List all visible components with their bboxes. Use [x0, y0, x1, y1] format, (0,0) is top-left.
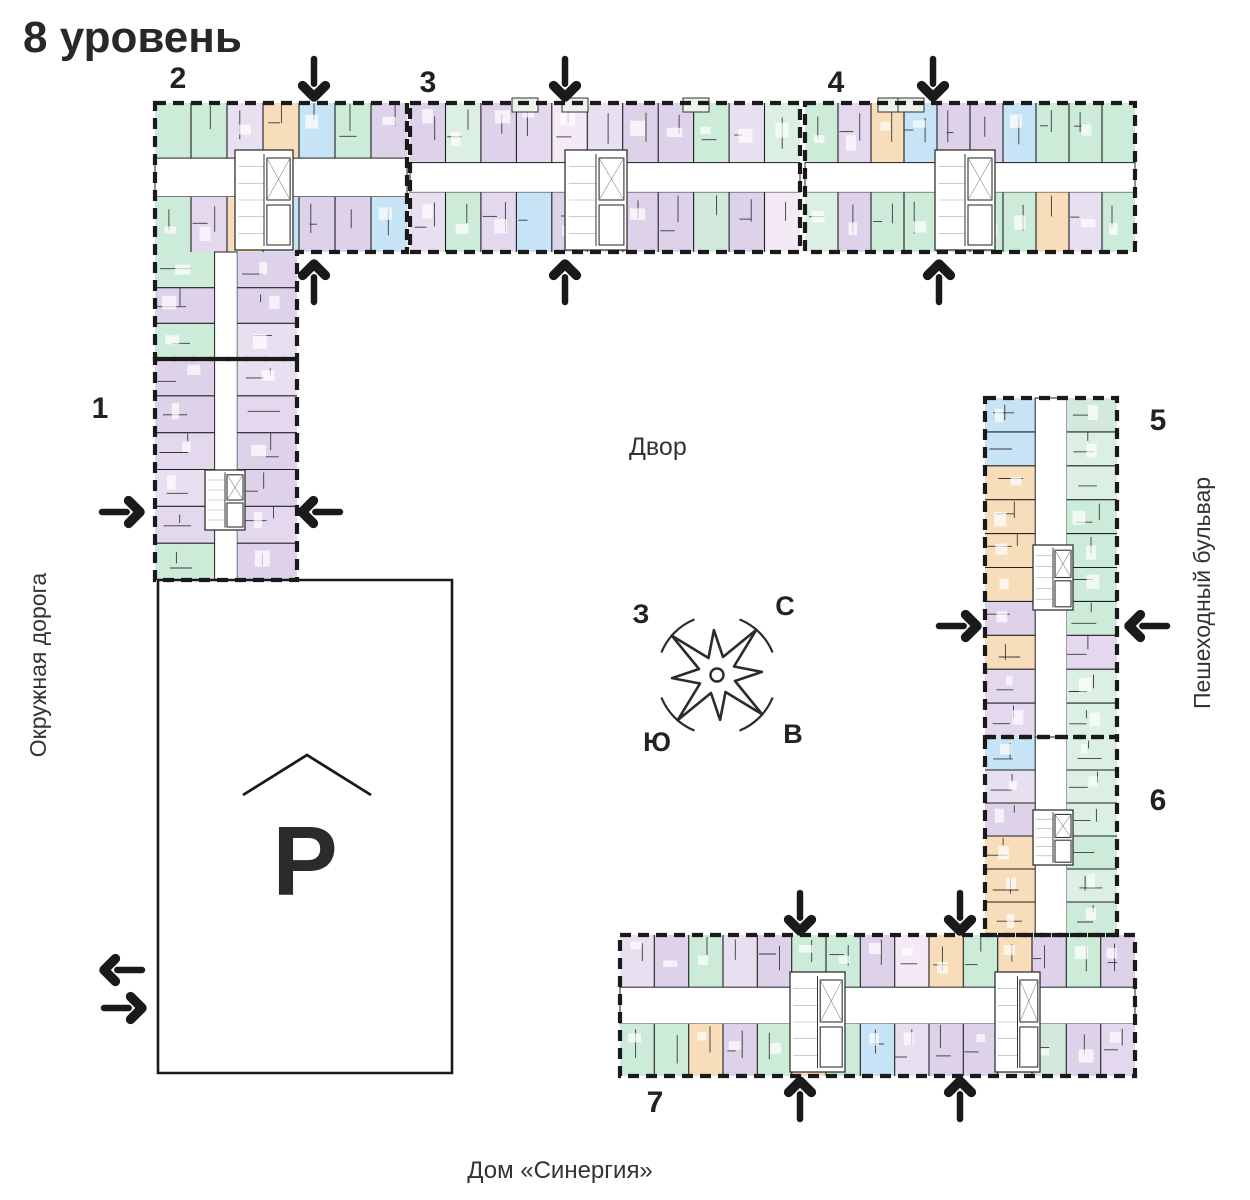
- svg-text:Ю: Ю: [643, 727, 671, 757]
- svg-text:З: З: [633, 599, 650, 629]
- svg-text:Двор: Двор: [629, 433, 687, 461]
- svg-text:Дом «Синергия»: Дом «Синергия»: [467, 1157, 653, 1184]
- svg-text:6: 6: [1150, 784, 1167, 817]
- svg-text:8 уровень: 8 уровень: [23, 13, 242, 62]
- svg-text:1: 1: [92, 392, 109, 425]
- svg-text:Окружная дорога: Окружная дорога: [25, 573, 51, 758]
- svg-text:2: 2: [170, 62, 187, 95]
- svg-text:4: 4: [828, 66, 845, 99]
- svg-text:7: 7: [647, 1086, 664, 1119]
- svg-text:3: 3: [420, 66, 437, 99]
- svg-text:С: С: [775, 591, 795, 621]
- svg-text:Пешеходный бульвар: Пешеходный бульвар: [1189, 477, 1215, 709]
- svg-text:5: 5: [1150, 404, 1167, 437]
- svg-text:P: P: [272, 806, 337, 916]
- svg-text:В: В: [783, 719, 803, 749]
